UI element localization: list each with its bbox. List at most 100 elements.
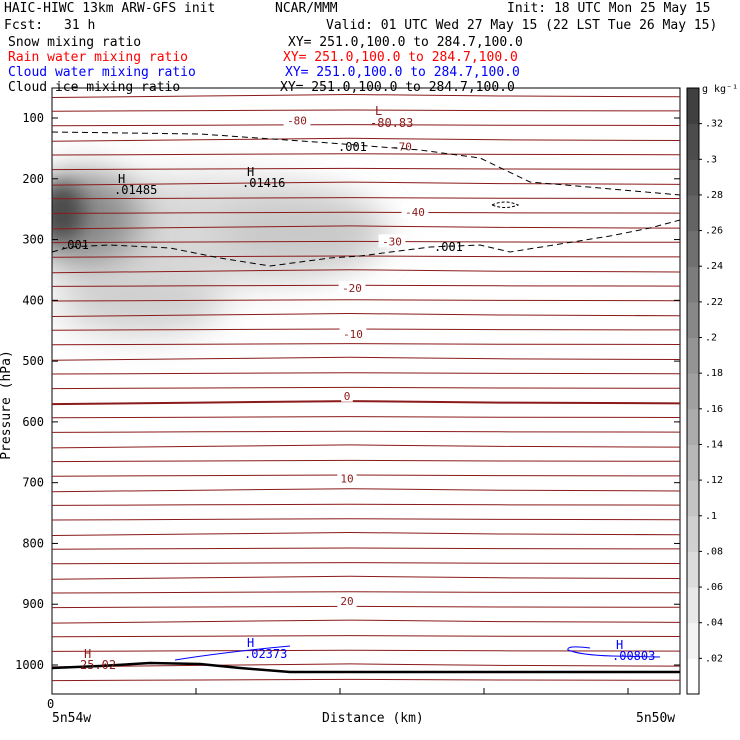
y-tick-label: 1000 <box>15 658 44 672</box>
plot-frame <box>51 87 681 695</box>
isotherm-label: -40 <box>405 206 425 219</box>
colorbar-label: .28 <box>705 190 723 201</box>
isotherm-line <box>52 211 680 214</box>
isotherm-label: 20 <box>340 595 353 608</box>
isotherm-label: -30 <box>382 235 402 248</box>
isotherm-label: -20 <box>342 282 362 295</box>
colorbar-segment <box>687 194 699 232</box>
isotherm-line <box>52 225 680 230</box>
isotherm-line <box>52 649 680 652</box>
isotherm-line <box>52 343 680 346</box>
isotherm-label-bg <box>401 205 429 219</box>
isotherm-line <box>52 93 680 98</box>
field-name-cloud-water: Cloud water mixing ratio <box>8 65 196 80</box>
colorbar-label: .32 <box>705 119 723 130</box>
colorbar-unit: g kg⁻¹ <box>702 84 739 95</box>
low-marker: L <box>375 104 383 118</box>
x-label-start: 5n54w <box>52 711 92 726</box>
isotherm-label: -80 <box>287 114 307 127</box>
field-xy-snow: XY= 251.0,100.0 to 284.7,100.0 <box>288 35 523 50</box>
isotherm-line <box>52 605 680 609</box>
isotherm-line <box>52 416 680 419</box>
isotherm-line <box>52 181 680 186</box>
isotherm-line <box>52 167 680 171</box>
isotherm-label-bg <box>337 471 357 485</box>
isotherm-line <box>52 197 680 200</box>
colorbar-label: .06 <box>705 582 723 593</box>
colorbar-segment <box>687 123 699 160</box>
field-xy-cloud-water: XY= 251.0,100.0 to 284.7,100.0 <box>285 65 520 80</box>
isotherm-label-bg <box>341 388 353 402</box>
isotherm-label-bg <box>283 113 311 127</box>
isotherm-line <box>52 591 680 594</box>
isotherm-line <box>52 678 680 682</box>
isotherm-line <box>52 488 680 493</box>
isotherm-line <box>52 531 680 536</box>
colorbar-segment <box>687 480 699 517</box>
forecast-label: Fcst: <box>4 18 44 33</box>
colorbar-segment <box>687 444 699 481</box>
colorbar-label: .14 <box>705 439 723 450</box>
valid-time: Valid: 01 UTC Wed 27 May 15 (22 LST Tue … <box>326 18 718 33</box>
isotherm-line <box>52 444 680 449</box>
isotherm-line <box>52 518 680 521</box>
isotherm-line <box>52 356 680 361</box>
isotherm-label-bg <box>338 281 366 295</box>
isotherm-line <box>52 386 680 390</box>
y-tick-label: 500 <box>22 354 44 368</box>
cloud-water-contour-left <box>174 645 291 661</box>
y-tick-label: 800 <box>22 536 44 550</box>
isotherm-line <box>52 269 680 274</box>
isotherm-line <box>52 503 680 506</box>
y-tick-label: 100 <box>22 111 44 125</box>
isotherm-line <box>52 312 680 317</box>
high-marker-ice-2: H <box>247 165 255 179</box>
high-value-ice-1: .01485 <box>114 183 158 197</box>
colorbar-label: .18 <box>705 368 723 379</box>
isotherm-line <box>52 137 680 142</box>
isotherm-label-bg <box>337 594 357 608</box>
colorbar-segment <box>687 587 699 624</box>
colorbar-segment <box>687 515 699 552</box>
colorbar-frame <box>686 87 700 695</box>
isotherm-line <box>52 240 680 244</box>
snow-shading <box>52 173 385 335</box>
colorbar-segment <box>687 301 699 339</box>
isotherm-line <box>52 400 680 406</box>
chart-title: HAIC-HIWC 13km ARW-GFS init <box>4 1 216 16</box>
x-axis-title: Distance (km) <box>322 711 424 726</box>
x-label-end: 5n50w <box>636 711 676 726</box>
isotherm-line <box>52 299 680 302</box>
high-marker-cw-2: H <box>616 638 624 652</box>
colorbar-segment <box>687 88 699 125</box>
y-tick-label: 700 <box>22 476 44 490</box>
high-value-cw-1: .02373 <box>244 647 288 661</box>
colorbar-segment <box>687 658 699 695</box>
isotherm-label: 0 <box>344 390 351 403</box>
field-xy-rain: XY= 251.0,100.0 to 284.7,100.0 <box>283 50 518 65</box>
isotherm-line <box>52 255 680 258</box>
isotherm-line <box>52 575 680 580</box>
organization-label: NCAR/MMM <box>275 1 338 16</box>
cloud-ice-label-3: .001 <box>434 240 463 254</box>
colorbar-label: .2 <box>705 333 717 344</box>
y-axis-title: Pressure (hPa) <box>0 350 14 460</box>
colorbar-segment <box>687 337 699 374</box>
colorbar-label: .02 <box>705 653 723 664</box>
colorbar-segment <box>687 373 699 410</box>
y-tick-label: 400 <box>22 293 44 307</box>
cloud-ice-contour-upper <box>51 131 681 196</box>
colorbar-segment <box>687 230 699 267</box>
cloud-ice-contour-lower <box>51 219 681 267</box>
isotherm-line <box>52 663 680 668</box>
colorbar-segment <box>687 622 699 659</box>
isotherm-line <box>52 635 680 638</box>
low-value: -80.83 <box>370 116 414 130</box>
isotherm-line <box>52 153 680 156</box>
isotherm-line <box>52 547 680 550</box>
colorbar-segment <box>687 408 699 445</box>
isotherm-label-bg <box>378 234 406 248</box>
isotherm-label-bg <box>388 139 416 153</box>
isotherm-line <box>52 109 680 112</box>
